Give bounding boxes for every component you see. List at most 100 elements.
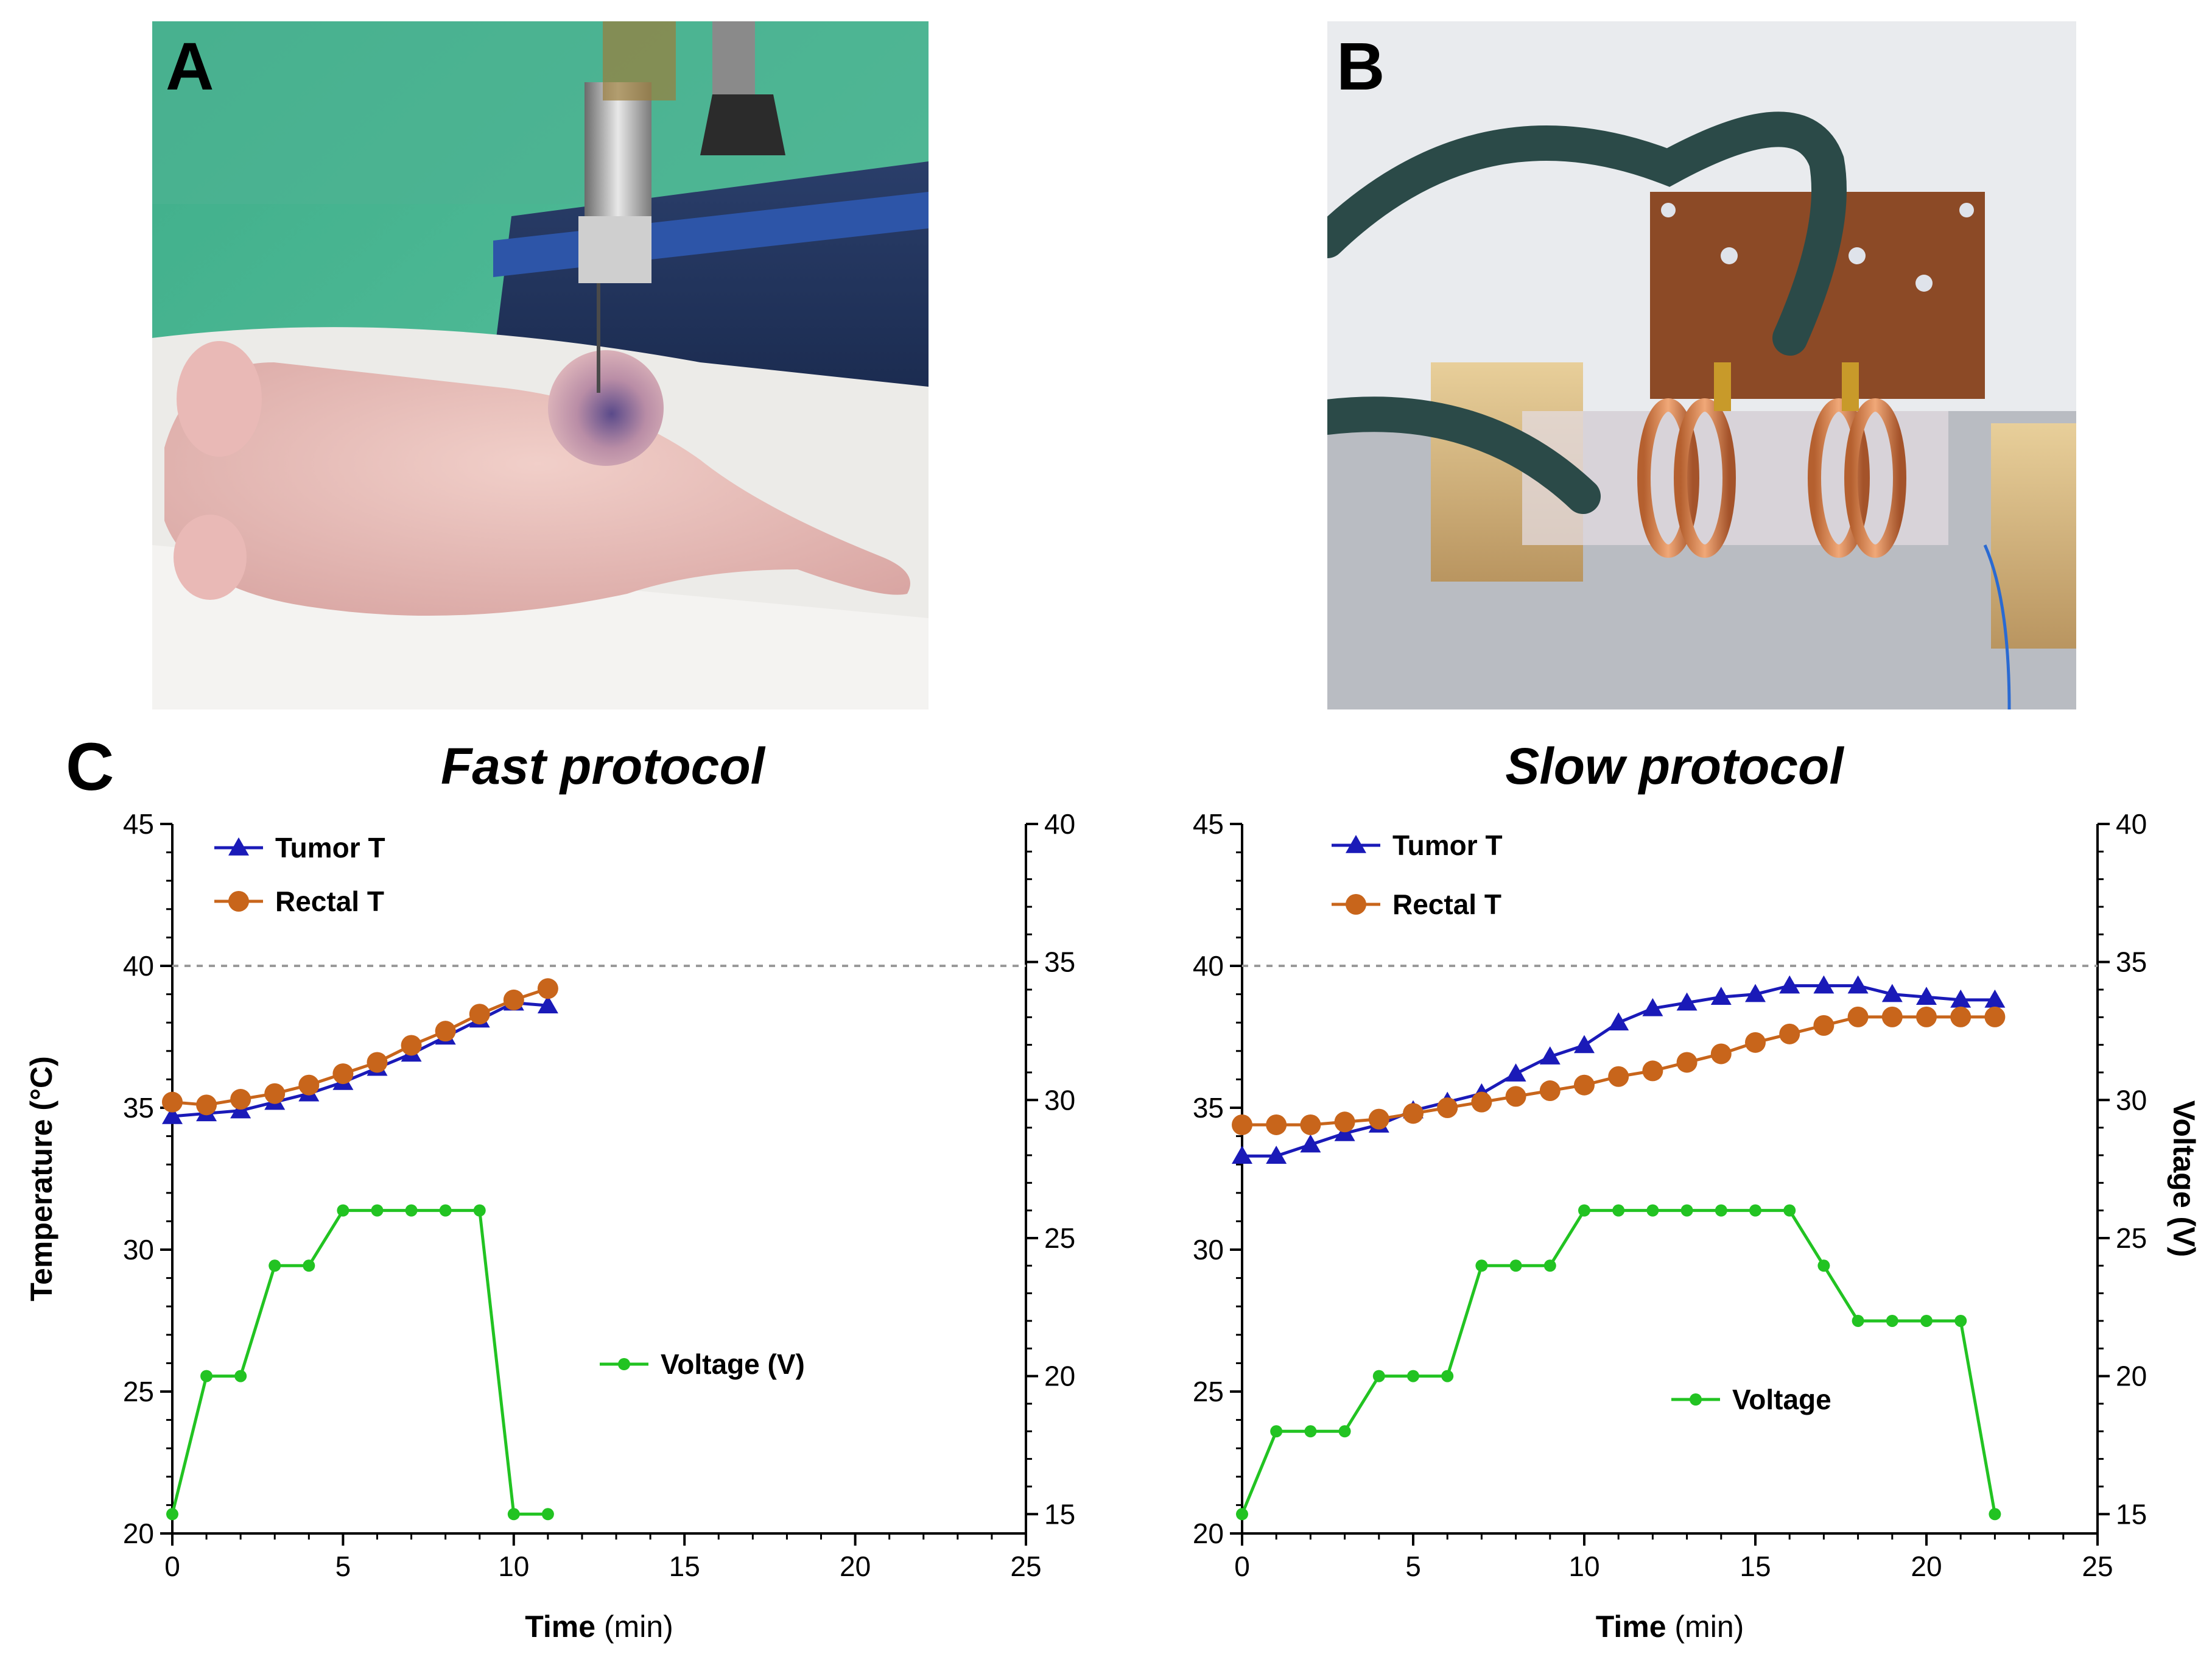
voltage-point [1270,1425,1283,1438]
legend-label-tumor: Tumor T [275,832,385,864]
y2-tick-label: 25 [2116,1222,2147,1254]
tumor-point [1847,975,1869,994]
y2-tick-label: 35 [1044,946,1075,978]
voltage-point [200,1370,213,1382]
voltage-point [405,1204,418,1217]
rectal-point [1505,1086,1526,1107]
rectal-point [1642,1060,1663,1082]
legend-marker-tumor [1346,835,1366,853]
voltage-point [1886,1314,1898,1327]
rectal-point [1574,1074,1595,1096]
y2-tick-label: 20 [2116,1360,2147,1392]
mouse-injection-photo [152,21,929,709]
rectal-point [1539,1080,1561,1102]
rectal-point [1779,1023,1800,1044]
y2-tick-label: 30 [1044,1084,1075,1116]
voltage-point [1236,1508,1248,1521]
panel-label-b: B [1336,29,1385,104]
voltage-point [1509,1259,1522,1272]
rectal-point [1334,1111,1355,1133]
voltage-point [1543,1259,1556,1272]
y-tick-label: 40 [123,950,154,982]
rectal-point [1266,1114,1287,1135]
voltage-point [1646,1204,1659,1217]
series-line-circle [172,987,549,1107]
chart-title-fast: Fast protocol [440,737,765,795]
tumor-point [1505,1063,1526,1082]
legend-marker-rectal [1346,894,1366,915]
tumor-point [1916,987,1937,1005]
y2-tick-label: 15 [1044,1498,1075,1530]
y2-tick-label: 15 [2116,1498,2147,1530]
series-line-triangle [172,1001,549,1118]
y-tick-label: 25 [1193,1376,1224,1407]
x-tick-label: 15 [1740,1551,1771,1582]
y-tick-label: 25 [123,1376,154,1407]
x-tick-label: 5 [335,1551,351,1582]
voltage-point [1817,1259,1830,1272]
x-axis-label-unit: (min) [595,1610,673,1644]
legend-label-rectal: Rectal T [1392,889,1501,920]
voltage-point [1852,1314,1864,1327]
x-axis-label-bold: Time [525,1610,595,1644]
x-tick-label: 0 [1234,1551,1250,1582]
x-axis-label: Time (min) [525,1610,673,1644]
tumor-point [1300,1134,1321,1153]
rectal-point [1608,1066,1629,1087]
x-axis-label-unit: (min) [1666,1610,1744,1644]
y2-tick-label: 30 [2116,1084,2147,1116]
panel-label-c: C [66,730,114,804]
rectal-point [469,1004,490,1025]
voltage-point [1989,1508,2001,1521]
tumor-point [1881,984,1903,1002]
rectal-point [1368,1108,1389,1130]
rectal-point [1471,1091,1492,1113]
tumor-point [1574,1035,1595,1054]
tumor-point [162,1105,183,1124]
rectal-point [1847,1006,1869,1027]
voltage-point [1304,1425,1317,1438]
tumor-point [1950,989,1971,1008]
x-tick-label: 5 [1405,1551,1421,1582]
voltage-point [166,1508,178,1521]
x-tick-label: 25 [2082,1551,2113,1582]
rectal-point [1676,1052,1698,1073]
legend-marker-tumor [228,837,249,856]
rectal-point [1984,1006,2006,1027]
y-tick-label: 35 [1193,1092,1224,1124]
rectal-point [1813,1015,1835,1036]
chart-title-slow: Slow protocol [1505,737,1844,795]
tumor-point [1779,975,1800,994]
voltage-point [1612,1204,1625,1217]
voltage-point [1680,1204,1693,1217]
chart-slow-protocol: 0 5 10 15 20 25 20 25 30 35 40 45 15 20 25 30 35 40 Time (… [1193,808,2201,1644]
voltage-point [439,1204,452,1217]
voltage-point [1338,1425,1351,1438]
voltage-point [1475,1259,1488,1272]
series-line-dot [170,1209,548,1516]
tumor-point [1539,1046,1561,1065]
tumor-point [1266,1146,1287,1164]
rectal-point [503,989,524,1010]
rectal-point [230,1089,251,1110]
tumor-point [537,995,558,1013]
legend-marker-voltage [1690,1393,1702,1406]
voltage-point [234,1370,247,1382]
rectal-point [1403,1103,1424,1124]
voltage-point [371,1204,384,1217]
y-axis-label: Temperature (°C) [24,1056,58,1301]
voltage-point [303,1259,315,1272]
tumor-point [1710,987,1732,1005]
x-tick-label: 20 [1911,1551,1942,1582]
y-tick-label: 20 [123,1518,154,1549]
voltage-point [1920,1314,1933,1327]
x-tick-label: 25 [1010,1551,1041,1582]
y-tick-label: 45 [1193,808,1224,840]
tumor-point [1232,1146,1252,1164]
tumor-point [1984,989,2006,1008]
y-tick-label: 35 [123,1092,154,1124]
y-tick-label: 20 [1193,1518,1224,1549]
legend-label-tumor: Tumor T [1392,829,1503,861]
y-tick-label: 30 [1193,1234,1224,1265]
legend-label-rectal: Rectal T [275,885,384,917]
